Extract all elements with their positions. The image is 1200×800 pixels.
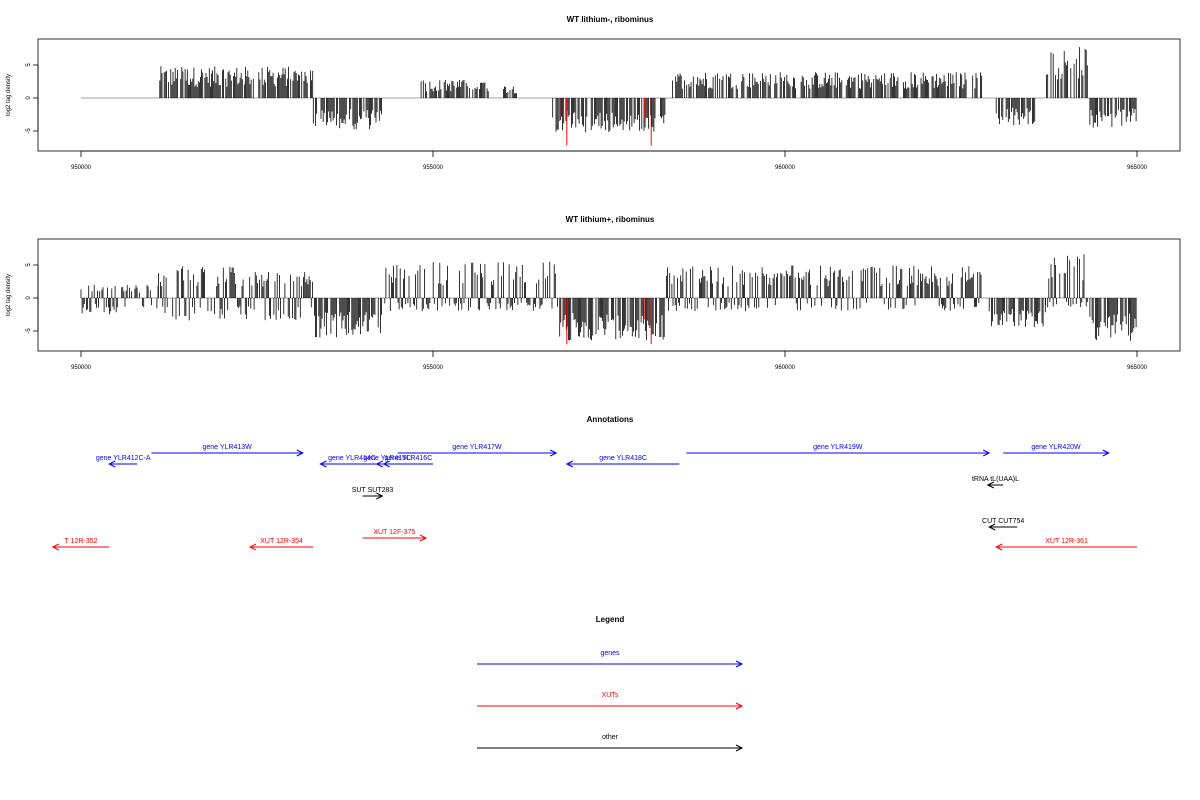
panel-lithium-plus: WT lithium+, ribominus log2 tag density … xyxy=(6,215,1181,371)
panel-title: WT lithium+, ribominus xyxy=(566,215,655,224)
feature-label: gene YLR413W xyxy=(202,444,252,451)
x-tick-label: 955000 xyxy=(423,365,444,371)
feature-label: gene YLR414C xyxy=(328,455,376,462)
legend-entries: genes XUTs other xyxy=(477,650,744,752)
x-tick-label: 960000 xyxy=(775,365,796,371)
feature-arrowhead xyxy=(376,492,384,500)
feature-arrowhead xyxy=(982,449,991,457)
legend-arrowhead xyxy=(735,744,744,752)
feature-label: gene YLR419W xyxy=(813,444,863,451)
feature-arrowhead xyxy=(995,543,1003,551)
y-tick-label: -5 xyxy=(26,328,32,334)
legend-label: XUTs xyxy=(602,692,619,699)
feature-label: gene YLR418C xyxy=(599,455,647,462)
feature-label: tRNA tL(UAA)L xyxy=(972,476,1019,483)
x-tick-label: 965000 xyxy=(1127,365,1148,371)
x-tick-label: 950000 xyxy=(71,165,92,171)
x-axis: 950000 955000 960000 965000 xyxy=(71,150,1148,171)
feature-arrowhead xyxy=(419,534,428,542)
feature-label: T 12R-352 xyxy=(65,538,98,545)
feature-arrowhead xyxy=(382,460,390,468)
annotations-panel: Annotations gene YLR412C-A gene YLR413W ge… xyxy=(51,415,1137,551)
feature-arrowhead xyxy=(248,543,257,551)
feature-label: XUT 12R-354 xyxy=(260,538,303,545)
feature-label: gene YLR416C xyxy=(385,455,433,462)
feature-label: XUT 12F-375 xyxy=(373,529,415,536)
legend-title: Legend xyxy=(596,615,625,624)
feature-label: CUT CUT754 xyxy=(982,518,1024,525)
feature-arrowhead xyxy=(1102,449,1110,457)
feature-arrowhead xyxy=(375,460,383,468)
legend-arrowhead xyxy=(735,702,744,710)
annotations-title: Annotations xyxy=(587,415,634,424)
x-axis: 950000 955000 960000 965000 xyxy=(71,350,1148,371)
y-axis: -5 0 5 xyxy=(26,263,39,334)
feature-label: gene YLR417W xyxy=(452,444,502,451)
feature-arrowhead xyxy=(108,460,116,468)
panel-title: WT lithium-, ribominus xyxy=(567,15,654,24)
feature-arrowhead xyxy=(51,543,60,551)
feature-arrowhead xyxy=(988,523,996,531)
feature-arrowhead xyxy=(986,481,995,489)
legend-label: other xyxy=(602,734,619,741)
density-bars xyxy=(80,254,1137,345)
density-bars xyxy=(159,47,1137,146)
y-tick-label: 0 xyxy=(26,296,32,300)
feature-label: gene YLR420W xyxy=(1031,444,1081,451)
panel-lithium-minus: WT lithium-, ribominus log2 tag density … xyxy=(6,15,1181,171)
y-axis-label: log2 tag density xyxy=(6,74,12,116)
feature-label: gene YLR415C xyxy=(363,455,411,462)
x-tick-label: 950000 xyxy=(71,365,92,371)
y-tick-label: 5 xyxy=(26,263,32,267)
legend-label: genes xyxy=(600,650,620,657)
legend-panel: Legend genes XUTs other xyxy=(477,615,744,752)
x-tick-label: 965000 xyxy=(1127,165,1148,171)
feature-arrowhead xyxy=(549,449,558,457)
y-tick-label: 0 xyxy=(26,96,32,100)
feature-label: XUT 12R-361 xyxy=(1045,538,1088,545)
legend-arrowhead xyxy=(735,660,744,668)
y-tick-label: 5 xyxy=(26,63,32,67)
y-axis-label: log2 tag density xyxy=(6,274,12,316)
feature-arrowhead xyxy=(319,460,327,468)
y-tick-label: -5 xyxy=(26,128,32,134)
feature-label: SUT SUT283 xyxy=(352,487,394,494)
x-tick-label: 960000 xyxy=(775,165,796,171)
x-tick-label: 955000 xyxy=(423,165,444,171)
feature-label: gene YLR412C-A xyxy=(96,455,151,462)
feature-arrowhead xyxy=(296,449,304,457)
y-axis: -5 0 5 xyxy=(26,63,39,134)
feature-arrowhead xyxy=(565,460,574,468)
